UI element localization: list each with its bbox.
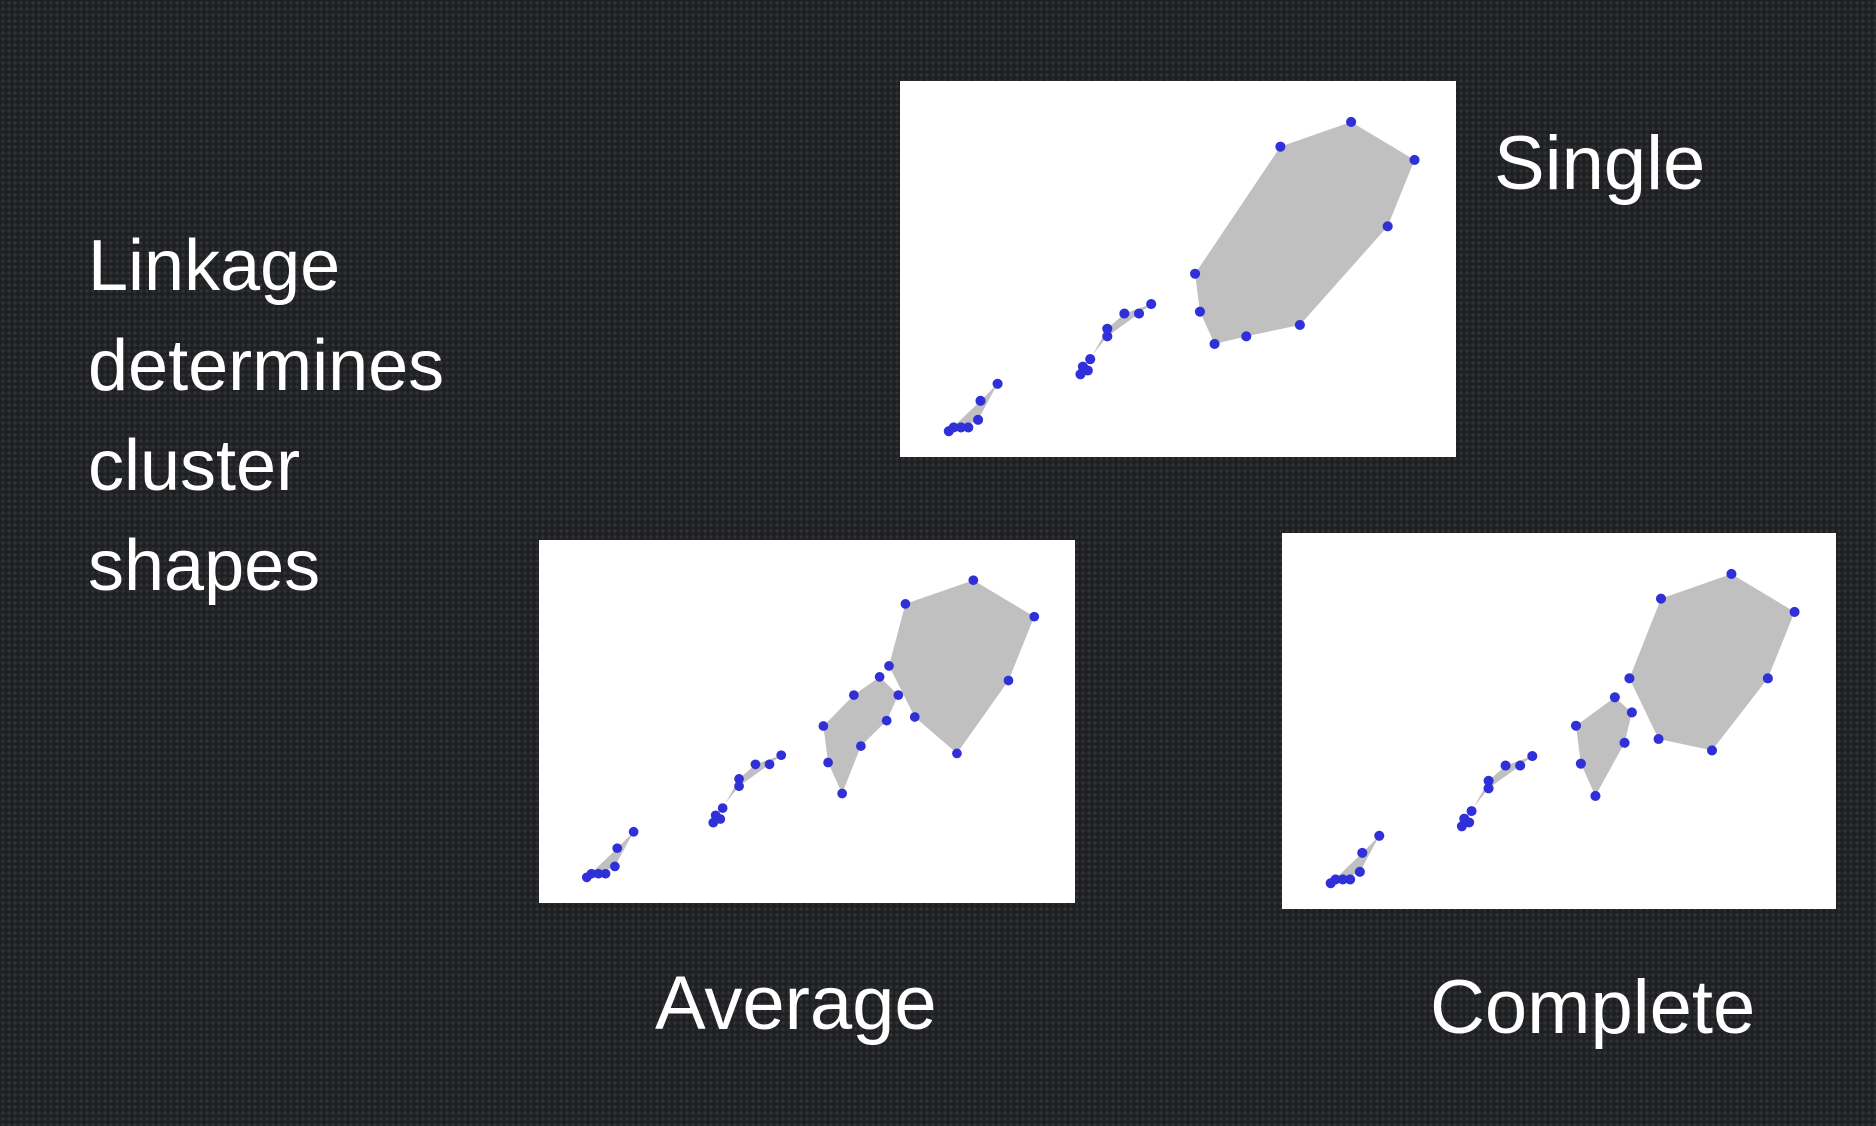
data-point	[1726, 568, 1737, 580]
data-point	[1655, 593, 1667, 604]
data-point	[1570, 720, 1582, 731]
data-point	[1382, 221, 1393, 232]
cluster-hull-1	[1330, 835, 1380, 884]
data-point	[992, 378, 1003, 389]
data-point	[1345, 874, 1356, 885]
data-point	[586, 868, 597, 879]
data-point	[818, 721, 829, 731]
data-point	[734, 781, 744, 792]
heading-line: shapes	[88, 526, 321, 606]
data-point	[909, 712, 920, 722]
data-point	[968, 575, 979, 586]
cluster-hull-3	[1195, 121, 1415, 344]
data-point	[1102, 331, 1113, 342]
data-point	[612, 843, 623, 854]
data-point	[1190, 268, 1201, 279]
data-point	[1294, 319, 1305, 331]
average-linkage-svg	[581, 575, 1040, 883]
cluster-hull-4	[889, 580, 1035, 754]
data-point	[628, 826, 639, 837]
data-point	[1346, 116, 1357, 128]
heading-line: Linkage	[88, 226, 341, 306]
data-point	[750, 759, 761, 770]
data-point	[1653, 733, 1664, 745]
data-point	[848, 690, 859, 700]
single-linkage-svg	[943, 116, 1420, 437]
heading-line: cluster	[88, 426, 301, 506]
data-point	[837, 788, 848, 799]
data-point	[1337, 874, 1348, 885]
data-point	[874, 671, 885, 682]
data-point	[1357, 847, 1368, 858]
cluster-hull-1	[948, 383, 998, 432]
slide-heading: Linkage determines cluster shapes	[88, 216, 444, 616]
data-point	[1275, 141, 1286, 152]
data-point	[1619, 737, 1630, 748]
cluster-hull-3	[823, 676, 899, 794]
data-point	[1527, 751, 1538, 762]
data-point	[1209, 338, 1220, 349]
data-point	[1085, 354, 1096, 365]
data-point	[963, 422, 974, 433]
single-label: Single	[1494, 121, 1706, 206]
cluster-hull-3	[1576, 697, 1632, 796]
cluster-hull-1	[586, 831, 634, 878]
data-point	[610, 861, 620, 872]
data-point	[955, 422, 967, 433]
data-point	[1374, 830, 1385, 841]
data-point	[600, 868, 611, 879]
data-point	[1626, 707, 1637, 718]
data-point	[1789, 606, 1800, 617]
average-linkage-plot	[539, 540, 1075, 903]
data-point	[1119, 308, 1130, 319]
data-point	[973, 414, 984, 425]
data-point	[1029, 611, 1040, 622]
data-point	[1575, 758, 1586, 769]
data-point	[1241, 331, 1252, 342]
data-point	[593, 868, 604, 879]
data-point	[1354, 866, 1365, 877]
data-point	[948, 422, 959, 433]
data-point	[1082, 365, 1093, 376]
data-point	[1146, 299, 1157, 310]
data-point	[734, 774, 744, 784]
data-point	[1409, 154, 1420, 165]
data-point	[884, 661, 894, 671]
data-point	[1464, 817, 1475, 828]
data-point	[1466, 806, 1477, 817]
data-point	[952, 748, 962, 759]
average-label: Average	[655, 961, 937, 1046]
data-point	[893, 690, 904, 700]
data-point	[881, 715, 892, 726]
data-point	[1483, 783, 1494, 794]
data-point	[1330, 874, 1341, 885]
data-point	[823, 757, 833, 768]
complete-label: Complete	[1430, 965, 1756, 1050]
data-point	[1624, 673, 1635, 684]
data-point	[1515, 760, 1526, 771]
data-point	[1609, 692, 1620, 703]
single-linkage-plot	[900, 81, 1456, 457]
data-point	[975, 395, 986, 406]
data-point	[1762, 673, 1773, 684]
data-point	[764, 759, 775, 770]
complete-linkage-plot	[1282, 533, 1836, 909]
data-point	[1003, 675, 1014, 686]
data-point	[776, 750, 787, 761]
heading-line: determines	[88, 326, 445, 406]
data-point	[717, 803, 728, 813]
complete-linkage-svg	[1325, 568, 1800, 889]
data-point	[1194, 306, 1205, 317]
data-point	[1706, 745, 1718, 756]
data-point	[1483, 775, 1494, 786]
cluster-hull-4	[1629, 573, 1795, 751]
data-point	[900, 599, 911, 609]
data-point	[715, 814, 726, 824]
data-point	[856, 741, 866, 751]
data-point	[1500, 760, 1511, 771]
data-point	[1133, 308, 1145, 319]
data-point	[1102, 323, 1113, 334]
data-point	[1590, 790, 1601, 801]
